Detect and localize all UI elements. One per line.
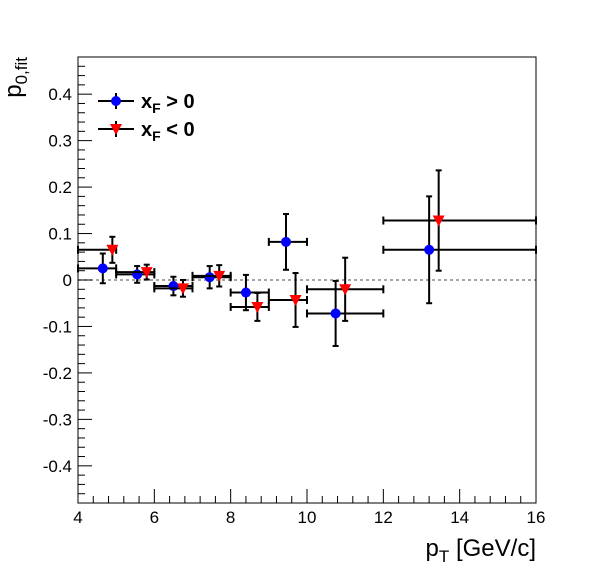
y-tick-label: 0.1 [48,225,72,244]
circle-marker [281,236,292,247]
triangle-marker [106,244,119,256]
x-tick-label: 16 [527,508,546,527]
data-point [77,235,119,264]
legend-label: xF > 0 [141,91,195,116]
x-tick-label: 4 [73,508,82,527]
y-tick-label: 0.4 [48,85,72,104]
legend-marker [110,124,122,135]
x-tick-label: 14 [450,508,469,527]
triangle-marker [140,267,153,279]
data-point [229,273,270,312]
circle-marker [240,287,251,298]
legend-entry: xF < 0 [98,119,195,144]
y-tick-label: -0.4 [43,457,72,476]
data-point [115,263,156,281]
triangle-marker [339,284,352,296]
x-tick-label: 10 [298,508,317,527]
triangle-marker [176,283,189,295]
x-tick-label: 12 [374,508,393,527]
data-point [191,264,232,288]
circle-marker [424,244,435,255]
data-point [229,292,270,322]
legend-label: xF < 0 [141,119,195,144]
y-tick-label: 0.3 [48,132,72,151]
legend-marker [111,96,121,106]
x-axis-title: pT [GeV/c] [426,535,536,566]
y-tick-label: -0.1 [43,317,72,336]
triangle-marker [432,215,445,227]
series-xf-positive [77,195,537,347]
data-point [77,252,118,285]
triangle-marker [289,294,302,306]
data-point [382,169,537,272]
y-tick-label: 0.2 [48,178,72,197]
y-tick-label: -0.2 [43,364,72,383]
circle-marker [330,308,341,319]
triangle-marker [251,301,264,313]
x-tick-label: 8 [226,508,235,527]
y-tick-label: -0.3 [43,410,72,429]
x-tick-label: 6 [150,508,159,527]
triangle-marker [213,270,226,282]
y-axis-title: p0,fit [0,57,31,98]
circle-marker [132,269,143,280]
y-tick-label: 0 [63,271,72,290]
data-point [306,256,385,322]
data-point [267,272,308,328]
series-xf-negative [77,169,537,328]
circle-marker [204,272,215,283]
data-point [153,279,194,298]
circle-marker [97,263,108,274]
data-point [267,213,308,271]
data-point [382,195,537,305]
legend-entry: xF > 0 [98,91,195,116]
data-point [191,265,232,290]
circle-marker [168,281,179,292]
